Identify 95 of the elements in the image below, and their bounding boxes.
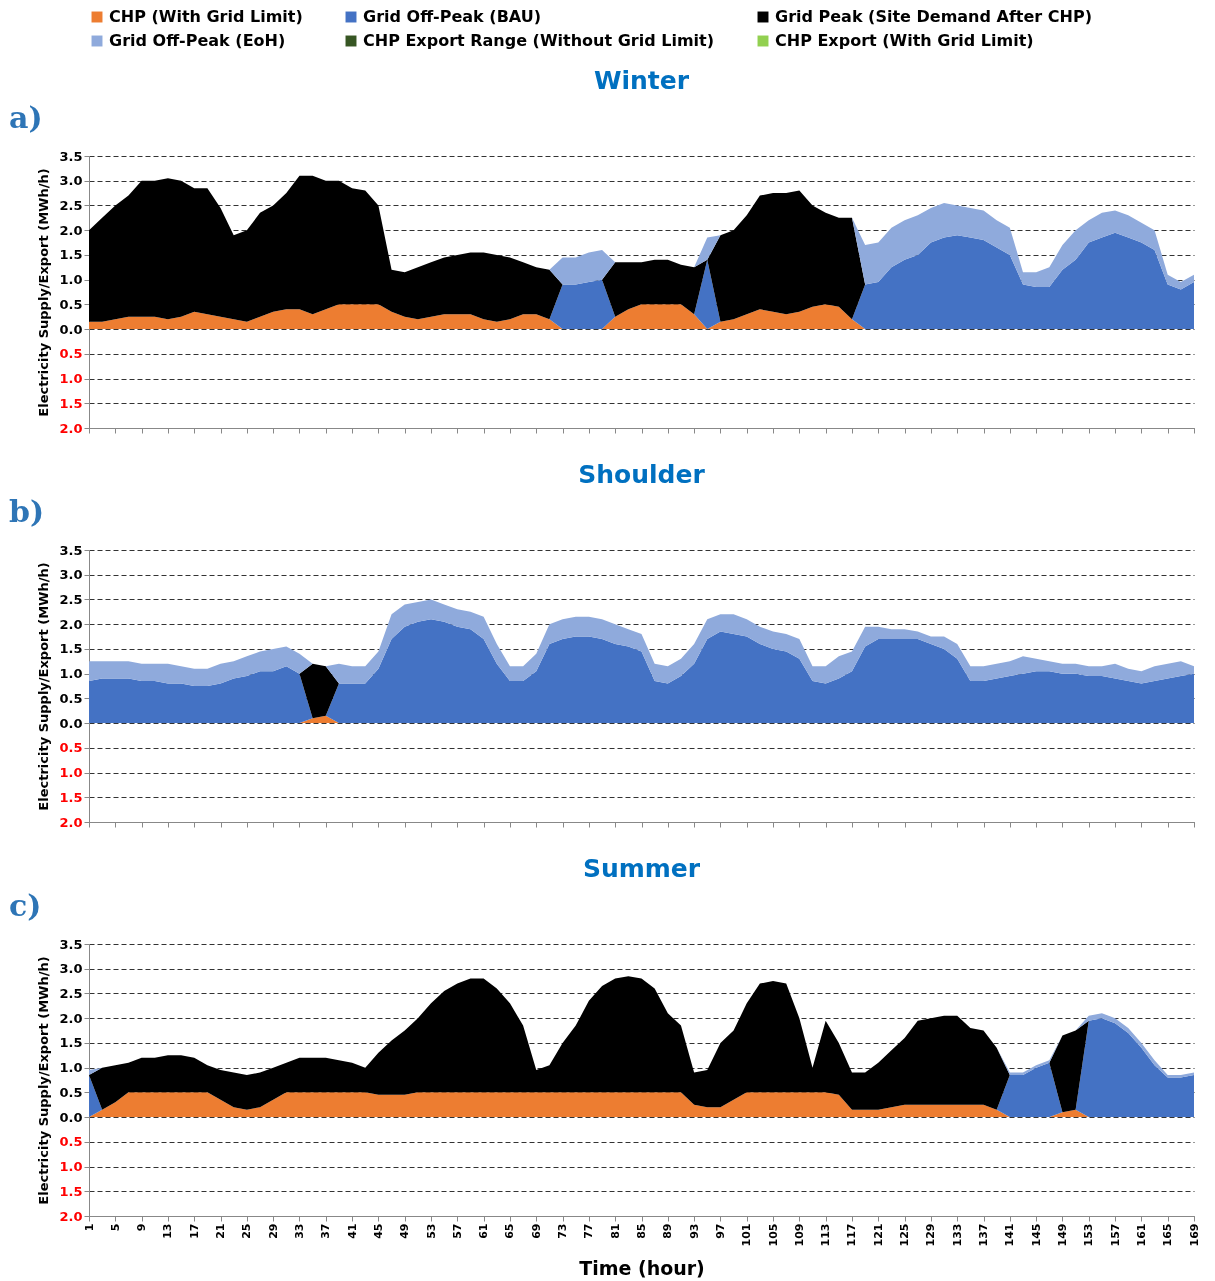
x-tick-label: 1 xyxy=(82,1223,96,1232)
y-tick-label: 0.5 xyxy=(59,690,83,706)
y-tick-label: 0.5 xyxy=(59,1084,83,1100)
y-tick-label: 1.0 xyxy=(59,1159,83,1175)
x-tick-label: 165 xyxy=(1161,1223,1175,1247)
chart-title: Shoulder xyxy=(578,460,706,489)
x-tick-label: 129 xyxy=(924,1223,938,1247)
x-tick-label: 133 xyxy=(950,1223,964,1247)
y-tick-label: 1.0 xyxy=(59,272,83,288)
y-tick-label: 1.5 xyxy=(59,789,83,805)
y-tick-label: 3.5 xyxy=(59,542,83,558)
legend-label: CHP Export Range (Without Grid Limit) xyxy=(363,31,715,50)
x-tick-label: 69 xyxy=(529,1223,543,1239)
y-tick-label: 1.0 xyxy=(59,371,83,387)
x-axis-title: Time (hour) xyxy=(579,1257,705,1280)
x-tick-label: 5 xyxy=(108,1223,122,1232)
x-tick-label: 153 xyxy=(1082,1223,1096,1247)
x-tick-label: 161 xyxy=(1134,1223,1148,1247)
y-tick-label: 3.5 xyxy=(59,148,83,164)
x-tick-label: 61 xyxy=(477,1223,491,1239)
y-tick-label: 0.0 xyxy=(59,321,83,337)
y-tick-label: 0.0 xyxy=(59,1109,83,1125)
y-axis-title: Electricity Supply/Export (MWh/h) xyxy=(36,956,52,1205)
x-tick-label: 21 xyxy=(214,1223,228,1239)
y-tick-label: 0.5 xyxy=(59,740,83,756)
y-tick-label: 1.5 xyxy=(59,247,83,263)
y-tick-label: 0.5 xyxy=(59,346,83,362)
y-tick-label: 2.0 xyxy=(59,420,83,436)
x-tick-label: 45 xyxy=(371,1223,385,1239)
x-tick-label: 169 xyxy=(1187,1223,1201,1247)
x-tick-label: 113 xyxy=(819,1223,833,1247)
y-tick-label: 2.0 xyxy=(59,814,83,830)
x-tick-label: 41 xyxy=(345,1223,359,1239)
y-axis-title: Electricity Supply/Export (MWh/h) xyxy=(36,168,52,417)
text: c) xyxy=(9,888,42,923)
x-tick-label: 65 xyxy=(503,1223,517,1239)
x-tick-label: 93 xyxy=(687,1223,701,1239)
y-tick-label: 1.5 xyxy=(59,641,83,657)
y-tick-label: 1.5 xyxy=(59,1035,83,1051)
x-tick-label: 37 xyxy=(319,1223,333,1239)
x-tick-label: 141 xyxy=(1003,1223,1017,1247)
x-tick-label: 49 xyxy=(398,1223,412,1239)
x-tick-label: 9 xyxy=(135,1223,149,1232)
chart-title: Summer xyxy=(582,854,701,883)
x-tick-label: 149 xyxy=(1055,1223,1069,1247)
y-axis-title: Electricity Supply/Export (MWh/h) xyxy=(36,562,52,811)
y-tick-label: 2.0 xyxy=(59,1208,83,1224)
y-tick-label: 3.5 xyxy=(59,936,83,952)
x-tick-label: 13 xyxy=(161,1223,175,1239)
x-tick-label: 85 xyxy=(635,1223,648,1239)
chart-title: Winter xyxy=(593,66,690,95)
legend-label: CHP (With Grid Limit) xyxy=(109,7,303,26)
y-tick-label: 0.0 xyxy=(59,715,83,731)
y-tick-label: 2.5 xyxy=(59,591,83,607)
y-tick-label: 3.0 xyxy=(59,173,83,189)
y-tick-label: 2.0 xyxy=(59,616,83,632)
x-tick-label: 125 xyxy=(898,1223,912,1247)
x-tick-label: 17 xyxy=(187,1223,201,1239)
y-tick-label: 1.5 xyxy=(59,395,83,411)
y-tick-label: 1.0 xyxy=(59,1060,83,1076)
y-tick-label: 0.5 xyxy=(59,296,83,312)
x-tick-label: 77 xyxy=(582,1223,596,1239)
text: a) xyxy=(9,100,43,135)
y-tick-label: 1.0 xyxy=(59,666,83,682)
legend-label: Grid Off-Peak (EoH) xyxy=(109,31,286,50)
x-tick-label: 101 xyxy=(740,1223,754,1247)
x-tick-label: 109 xyxy=(792,1223,806,1247)
x-tick-label: 121 xyxy=(871,1223,885,1247)
x-tick-label: 137 xyxy=(977,1223,991,1247)
legend-label: Grid Peak (Site Demand After CHP) xyxy=(775,7,1092,26)
x-tick-label: 97 xyxy=(713,1223,727,1239)
x-tick-label: 89 xyxy=(661,1223,675,1239)
x-tick-label: 25 xyxy=(240,1223,254,1239)
x-tick-label: 117 xyxy=(845,1223,859,1247)
y-tick-label: 1.5 xyxy=(59,1183,83,1199)
y-tick-label: 2.5 xyxy=(59,985,83,1001)
y-tick-label: 2.0 xyxy=(59,222,83,238)
x-tick-label: 105 xyxy=(766,1223,780,1247)
text: b) xyxy=(9,494,45,529)
x-tick-label: 29 xyxy=(266,1223,280,1239)
x-tick-label: 81 xyxy=(608,1223,622,1239)
x-tick-label: 157 xyxy=(1108,1223,1122,1247)
y-tick-label: 0.5 xyxy=(59,1134,83,1150)
legend-label: CHP Export (With Grid Limit) xyxy=(775,31,1034,50)
x-tick-label: 33 xyxy=(292,1223,306,1239)
x-tick-label: 57 xyxy=(450,1223,464,1239)
legend-label: Grid Off-Peak (BAU) xyxy=(363,7,542,26)
y-tick-label: 2.5 xyxy=(59,197,83,213)
x-tick-label: 53 xyxy=(424,1223,438,1239)
y-tick-label: 3.0 xyxy=(59,961,83,977)
x-tick-label: 145 xyxy=(1029,1223,1043,1247)
y-tick-label: 2.0 xyxy=(59,1010,83,1026)
y-tick-label: 3.0 xyxy=(59,567,83,583)
x-tick-label: 73 xyxy=(556,1223,570,1239)
y-tick-label: 1.0 xyxy=(59,765,83,781)
